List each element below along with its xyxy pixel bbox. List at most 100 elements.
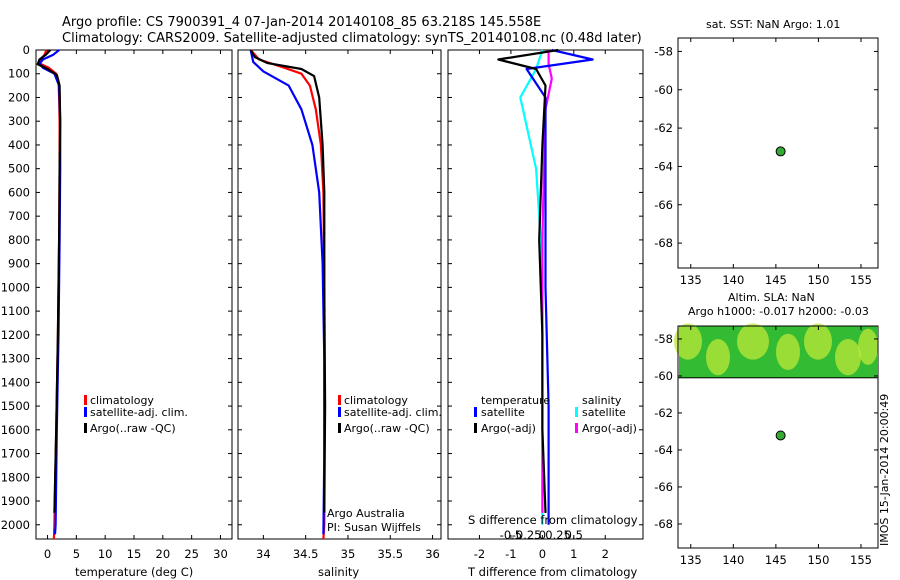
depth-tick-label: 300 — [8, 114, 30, 128]
sla-map-title-1: Altim. SLA: NaN — [728, 291, 815, 304]
legend-temp-argo: Argo(-adj) — [481, 422, 536, 435]
sla-anomaly — [706, 338, 730, 376]
depth-tick-label: 1000 — [1, 280, 30, 294]
depth-tick-label: 1600 — [1, 423, 30, 437]
depth-tick-label: 2000 — [1, 518, 30, 532]
difference-legend: temperature salinity satellite Argo(-adj… — [474, 394, 637, 435]
depth-tick-label: 1500 — [1, 399, 30, 413]
s-difference-tick-label: 0.5 — [565, 528, 583, 542]
depth-tick-label: 700 — [8, 209, 30, 223]
temperature-tick-label: 0 — [44, 547, 51, 561]
series-line-salinity-satellite — [519, 49, 544, 525]
sla-map-argo-location-marker — [775, 430, 786, 441]
sst-map-lat-tick-label: -64 — [654, 159, 673, 173]
sla-anomaly — [835, 338, 861, 376]
sst-map-lon-tick-label: 135 — [680, 273, 702, 287]
series-line-climatology — [249, 49, 326, 540]
sst-map-argo-location-marker — [775, 146, 786, 157]
legend-sal-argo: Argo(-adj) — [582, 422, 637, 435]
s-difference-label: S difference from climatology — [468, 513, 638, 527]
difference-tick-label: 2 — [602, 547, 609, 561]
sla-anomaly — [804, 323, 832, 360]
legend-climatology: climatology — [90, 394, 154, 407]
sla-map-lat-tick-label: -62 — [654, 406, 673, 420]
salinity-tick-label: 34 — [256, 547, 271, 561]
pi-note: PI: Susan Wijffels — [327, 521, 421, 534]
legend-sal-argo-swatch — [575, 423, 578, 433]
legend-temperature-heading: temperature — [481, 394, 550, 407]
series-line-satellite-adj-clim- — [249, 49, 326, 535]
legend-temp-argo-swatch — [474, 423, 477, 433]
depth-tick-label: 0 — [23, 43, 30, 57]
difference-plot: -2 -1 0 1 2-0.5-0.250 0.250.5 — [474, 48, 609, 561]
salinity-panel-frame — [237, 49, 442, 540]
legend-climatology: climatology — [344, 394, 408, 407]
salinity-legend: climatology satellite-adj. clim. Argo(..… — [338, 394, 442, 435]
figure-titles: Argo profile: CS 7900391_4 07-Jan-2014 2… — [62, 15, 642, 46]
temperature-legend: climatology satellite-adj. clim. Argo(..… — [84, 394, 188, 435]
sst-map-lon-tick-label: 145 — [765, 273, 787, 287]
series-line-argo-raw-qc- — [249, 49, 327, 513]
sst-map-lon-tick-label: 150 — [807, 273, 829, 287]
legend-argo-swatch — [338, 423, 341, 433]
difference-tick-label: -1 — [505, 547, 516, 561]
salinity-tick-label: 34.5 — [293, 547, 319, 561]
difference-xlabel: T difference from climatology — [467, 565, 638, 579]
sla-map-lon-tick-label: 155 — [850, 553, 872, 567]
difference-panel-frame — [447, 49, 644, 540]
salinity-plot: 34 34.5 35 35.5 36 — [249, 49, 440, 561]
salinity-tick-label: 35.5 — [377, 547, 403, 561]
legend-argo-swatch — [84, 423, 87, 433]
sst-map-frame — [677, 37, 879, 269]
legend-temp-satellite: satellite — [481, 406, 525, 419]
sst-map-lon-tick-label: 155 — [850, 273, 872, 287]
temperature-tick-label: 25 — [184, 547, 199, 561]
depth-tick-label: 1400 — [1, 375, 30, 389]
sla-map-lat-tick-label: -64 — [654, 443, 673, 457]
depth-tick-label: 1900 — [1, 494, 30, 508]
sst-map-lat-tick-label: -68 — [654, 236, 673, 250]
temperature-tick-label: 20 — [156, 547, 171, 561]
temperature-plot: 0 5 10 15 20 25 30 — [36, 49, 228, 561]
depth-tick-label: 1700 — [1, 447, 30, 461]
sla-map-lon-tick-label: 135 — [680, 553, 702, 567]
sst-map-lon-tick-label: 140 — [722, 273, 744, 287]
depth-tick-label: 500 — [8, 162, 30, 176]
legend-climatology-swatch — [338, 395, 341, 405]
legend-satellite: satellite-adj. clim. — [90, 406, 188, 419]
s-difference-tick-label: -0.5 — [500, 528, 522, 542]
sla-anomaly — [674, 323, 702, 360]
depth-tick-label: 100 — [8, 67, 30, 81]
sst-map-plot: -58 -60 -62 -64 -66 -68 135 140 145 150 155 — [654, 38, 878, 287]
series-line-satellite-adj-clim- — [38, 49, 62, 535]
depth-tick-label: 1200 — [1, 328, 30, 342]
sla-map-lat-tick-label: -60 — [654, 369, 673, 383]
series-line-temperature-satellite — [525, 48, 594, 525]
sla-anomaly — [858, 328, 878, 365]
legend-satellite-swatch — [338, 407, 341, 417]
salinity-tick-label: 36 — [425, 547, 440, 561]
temperature-tick-label: 15 — [127, 547, 142, 561]
s-difference-tick-label: -0.25 — [512, 528, 542, 542]
legend-salinity-heading: salinity — [582, 394, 622, 407]
temperature-tick-label: 10 — [98, 547, 113, 561]
legend-sal-satellite: satellite — [582, 406, 626, 419]
legend-satellite: satellite-adj. clim. — [344, 406, 442, 419]
legend-argo: Argo(..raw -QC) — [90, 422, 176, 435]
temperature-panel-frame — [35, 49, 233, 540]
difference-tick-label: 1 — [570, 547, 577, 561]
difference-tick-label: 0 — [539, 547, 546, 561]
depth-tick-label: 1800 — [1, 470, 30, 484]
sst-map-lat-tick-label: -62 — [654, 121, 673, 135]
sla-map-lon-tick-label: 150 — [807, 553, 829, 567]
depth-tick-label: 600 — [8, 185, 30, 199]
depth-tick-label: 800 — [8, 233, 30, 247]
sst-map-lat-tick-label: -66 — [654, 198, 673, 212]
salinity-xlabel: salinity — [318, 565, 359, 579]
sla-map-lon-tick-label: 140 — [722, 553, 744, 567]
temperature-tick-label: 5 — [73, 547, 80, 561]
sla-map-plot: -58 -60 -62 -64 -66 -68 135 140 145 150 155 — [654, 323, 879, 567]
temperature-tick-label: 30 — [213, 547, 228, 561]
sst-map-lat-tick-label: -58 — [654, 44, 673, 58]
depth-axis: 0 100 200 300 400 500 600 700 800 900 1000 1100 1200… — [1, 43, 643, 532]
